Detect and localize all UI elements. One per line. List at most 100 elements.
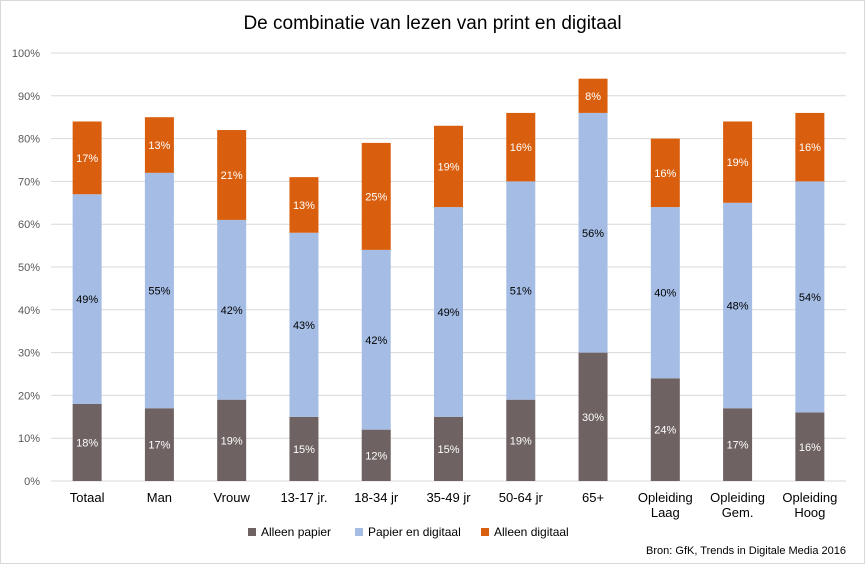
y-tick-label: 40% bbox=[18, 305, 40, 317]
bar-segment bbox=[361, 429, 391, 481]
bar-segment bbox=[144, 408, 174, 481]
bar-segment bbox=[289, 177, 319, 233]
data-label: 21% bbox=[221, 170, 243, 182]
y-tick-label: 30% bbox=[18, 348, 40, 360]
bar-segment bbox=[72, 403, 102, 481]
x-category-label: Opleiding bbox=[638, 490, 693, 505]
bar-segment bbox=[289, 232, 319, 417]
y-tick-label: 80% bbox=[18, 134, 40, 146]
data-label: 8% bbox=[585, 91, 601, 103]
bar-segment bbox=[506, 399, 536, 481]
y-tick-label: 100% bbox=[12, 48, 40, 60]
bar-segment bbox=[144, 172, 174, 409]
bar-segment bbox=[144, 117, 174, 173]
data-label: 15% bbox=[437, 444, 459, 456]
data-label: 19% bbox=[727, 157, 749, 169]
x-category-label: Hoog bbox=[794, 505, 825, 520]
x-category-label: Opleiding bbox=[710, 490, 765, 505]
x-category-label: Totaal bbox=[70, 490, 105, 505]
x-category-label: 50-64 jr bbox=[499, 490, 544, 505]
x-category-label: Man bbox=[147, 490, 172, 505]
bar-segment bbox=[434, 125, 463, 208]
bar-segment bbox=[723, 121, 753, 203]
data-label: 55% bbox=[148, 286, 170, 298]
legend-label: Alleen papier bbox=[261, 525, 331, 539]
legend-label: Alleen digitaal bbox=[494, 525, 569, 539]
bar-segment bbox=[650, 138, 680, 208]
bar-segment bbox=[578, 78, 608, 113]
y-tick-label: 0% bbox=[24, 476, 40, 488]
data-label: 54% bbox=[799, 292, 821, 304]
bar-segment bbox=[506, 181, 536, 400]
y-tick-label: 60% bbox=[18, 219, 40, 231]
data-label: 19% bbox=[221, 435, 243, 447]
bar-segment bbox=[723, 202, 753, 409]
y-tick-label: 70% bbox=[18, 176, 40, 188]
x-category-label: Gem. bbox=[722, 505, 754, 520]
bar-segment bbox=[650, 207, 680, 379]
data-label: 13% bbox=[293, 200, 315, 212]
data-label: 56% bbox=[582, 228, 604, 240]
data-label: 13% bbox=[148, 140, 170, 152]
y-tick-label: 10% bbox=[18, 433, 40, 445]
bar-segment bbox=[578, 112, 608, 353]
bar-segment bbox=[506, 112, 536, 182]
bar-segment bbox=[434, 207, 463, 417]
bar-segment bbox=[434, 416, 463, 481]
data-label: 16% bbox=[510, 142, 532, 154]
x-category-label: 18-34 jr bbox=[354, 490, 399, 505]
data-label: 48% bbox=[727, 301, 749, 313]
bar-segment bbox=[289, 416, 319, 481]
data-label: 24% bbox=[654, 425, 676, 437]
legend-swatch bbox=[355, 528, 363, 536]
bar-segment bbox=[361, 249, 391, 430]
bar-segment bbox=[578, 352, 608, 481]
bar-segment bbox=[72, 121, 102, 195]
data-label: 17% bbox=[148, 440, 170, 452]
bar-segment bbox=[217, 130, 247, 220]
legend-swatch bbox=[248, 528, 256, 536]
x-category-label: 13-17 jr. bbox=[280, 490, 327, 505]
data-label: 43% bbox=[293, 320, 315, 332]
chart-title: De combinatie van lezen van print en dig… bbox=[243, 13, 622, 34]
data-label: 19% bbox=[437, 161, 459, 173]
x-category-label: 65+ bbox=[582, 490, 604, 505]
data-label: 19% bbox=[510, 435, 532, 447]
bar-segment bbox=[72, 194, 102, 404]
x-category-label: 35-49 jr bbox=[426, 490, 471, 505]
source-note: Bron: GfK, Trends in Digitale Media 2016 bbox=[646, 545, 846, 557]
bar-segment bbox=[361, 142, 391, 250]
bar-segment bbox=[723, 408, 753, 481]
y-tick-label: 20% bbox=[18, 390, 40, 402]
x-category-label: Vrouw bbox=[213, 490, 250, 505]
data-label: 49% bbox=[76, 294, 98, 306]
data-label: 42% bbox=[365, 335, 387, 347]
legend-swatch bbox=[481, 528, 489, 536]
bar-segment bbox=[650, 378, 680, 481]
data-label: 16% bbox=[799, 442, 821, 454]
y-tick-label: 50% bbox=[18, 262, 40, 274]
data-label: 51% bbox=[510, 286, 532, 298]
data-label: 17% bbox=[727, 440, 749, 452]
bar-segment bbox=[795, 112, 825, 182]
data-label: 12% bbox=[365, 450, 387, 462]
data-label: 16% bbox=[654, 168, 676, 180]
x-category-label: Opleiding bbox=[782, 490, 837, 505]
data-label: 18% bbox=[76, 437, 98, 449]
bar-segment bbox=[217, 399, 247, 481]
legend-label: Papier en digitaal bbox=[368, 525, 461, 539]
data-label: 49% bbox=[437, 307, 459, 319]
data-label: 17% bbox=[76, 153, 98, 165]
bar-segment bbox=[795, 412, 825, 481]
bar-segment bbox=[795, 181, 825, 413]
x-category-label: Laag bbox=[651, 505, 680, 520]
bar-segment bbox=[217, 219, 247, 400]
data-label: 42% bbox=[221, 305, 243, 317]
y-tick-label: 90% bbox=[18, 91, 40, 103]
data-label: 16% bbox=[799, 142, 821, 154]
data-label: 30% bbox=[582, 412, 604, 424]
data-label: 15% bbox=[293, 444, 315, 456]
data-label: 25% bbox=[365, 191, 387, 203]
